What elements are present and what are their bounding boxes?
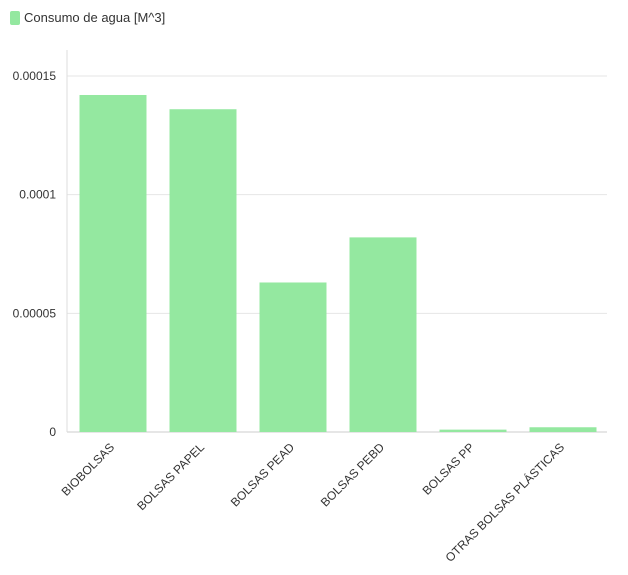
x-tick-label: BOLSAS PP [420, 440, 478, 498]
y-tick-label: 0.0001 [19, 188, 56, 202]
y-tick-label: 0 [49, 425, 56, 439]
legend-swatch [10, 10, 20, 25]
x-tick-label: BIOBOLSAS [59, 440, 117, 498]
y-tick-label: 0.00015 [13, 69, 57, 83]
bar[interactable] [349, 237, 417, 432]
bar[interactable] [79, 94, 147, 432]
chart-legend: Consumo de agua [M^3] [10, 10, 165, 25]
legend-label: Consumo de agua [M^3] [24, 10, 166, 25]
bar[interactable] [169, 109, 237, 432]
x-tick-label: BOLSAS PAPEL [134, 440, 207, 513]
y-tick-label: 0.00005 [13, 306, 57, 320]
x-tick-label: BOLSAS PEBD [318, 440, 388, 510]
bar[interactable] [259, 282, 327, 432]
bar[interactable] [439, 429, 507, 432]
x-tick-label: BOLSAS PEAD [228, 440, 298, 510]
bar[interactable] [529, 427, 597, 432]
